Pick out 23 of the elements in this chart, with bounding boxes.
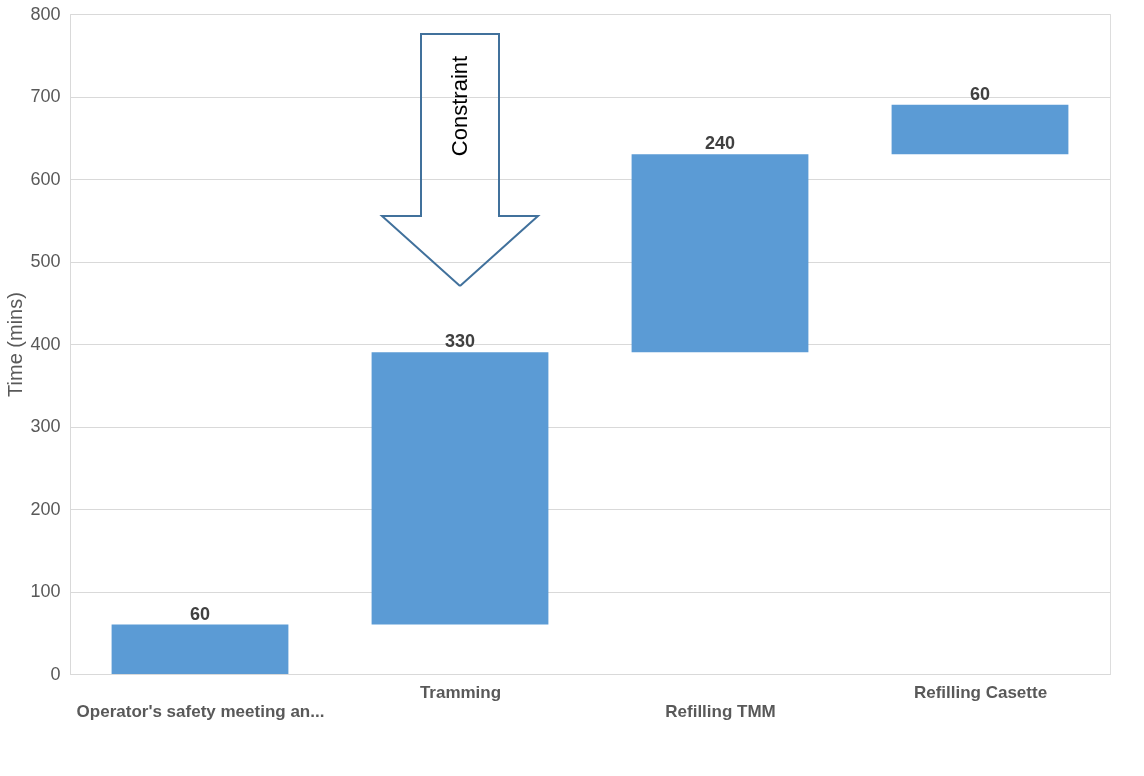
bar	[631, 154, 809, 353]
y-tick-label: 300	[30, 416, 61, 436]
x-tick-label: Refilling TMM	[665, 701, 776, 721]
y-tick-label: 800	[30, 3, 61, 24]
x-tick-label: Tramming	[419, 682, 502, 702]
data-label: 60	[189, 603, 211, 624]
data-label: 240	[704, 133, 736, 154]
data-label: 60	[969, 83, 991, 104]
y-tick-label: 500	[30, 251, 61, 271]
y-tick-label: 100	[30, 581, 61, 601]
y-axis-title: Time (mins)	[4, 292, 27, 397]
y-tick-label: 200	[30, 498, 61, 519]
y-tick-label: 700	[30, 86, 61, 106]
y-tick-label: 600	[30, 168, 61, 189]
data-label: 330	[444, 331, 476, 352]
y-tick-label: 0	[50, 663, 61, 684]
y-tick-label: 400	[30, 333, 61, 354]
annotation: Constraint	[447, 55, 472, 157]
bar	[891, 104, 1069, 155]
bar	[371, 352, 549, 625]
x-tick-label: Refilling Casette	[913, 682, 1048, 702]
x-tick-label: Operator's safety meeting an...	[76, 701, 325, 721]
bar	[111, 624, 289, 674]
